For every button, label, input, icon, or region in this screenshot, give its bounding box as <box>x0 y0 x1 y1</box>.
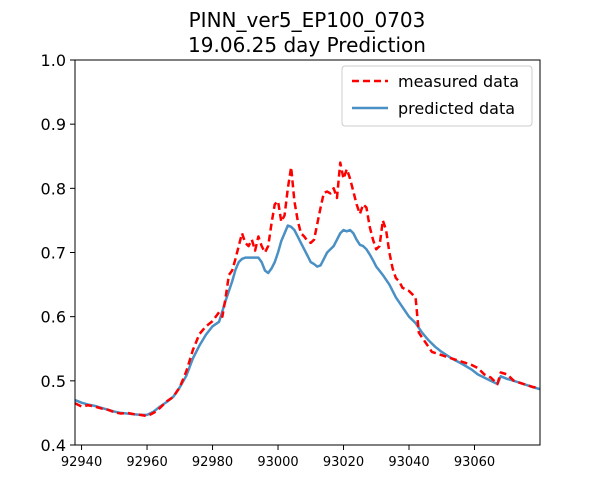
y-tick-label: 0.5 <box>41 372 66 391</box>
axis-ticks-group: 0.4 0.5 0.6 0.7 0.8 0.9 1.0 92940 92960 92980 9300… <box>41 51 496 470</box>
series-line-predicted <box>75 224 540 417</box>
y-tick-label: 0.9 <box>41 115 66 134</box>
chart-title-line2: 19.06.25 day Prediction <box>188 33 426 57</box>
y-tick-label: 0.7 <box>41 244 66 263</box>
legend: measured data predicted data <box>341 65 533 127</box>
y-tick-label: 0.4 <box>41 436 66 455</box>
x-tick-label: 92940 <box>61 455 102 470</box>
legend-label-predicted: predicted data <box>398 99 515 118</box>
plot-area-frame <box>74 59 541 446</box>
legend-box <box>341 65 533 127</box>
x-tick-label: 93040 <box>388 455 429 470</box>
series-group <box>75 161 540 418</box>
x-tick-label: 93060 <box>454 455 495 470</box>
x-tick-label: 92980 <box>192 455 233 470</box>
x-tick-label: 92960 <box>126 455 167 470</box>
y-tick-label: 0.8 <box>41 179 66 198</box>
legend-label-measured: measured data <box>398 72 519 91</box>
chart-title-line1: PINN_ver5_EP100_0703 <box>189 8 426 32</box>
x-tick-label: 93000 <box>257 455 298 470</box>
x-tick-label: 93020 <box>323 455 364 470</box>
y-tick-label: 1.0 <box>41 51 66 70</box>
series-line-measured <box>75 161 540 418</box>
y-tick-label: 0.6 <box>41 308 66 327</box>
